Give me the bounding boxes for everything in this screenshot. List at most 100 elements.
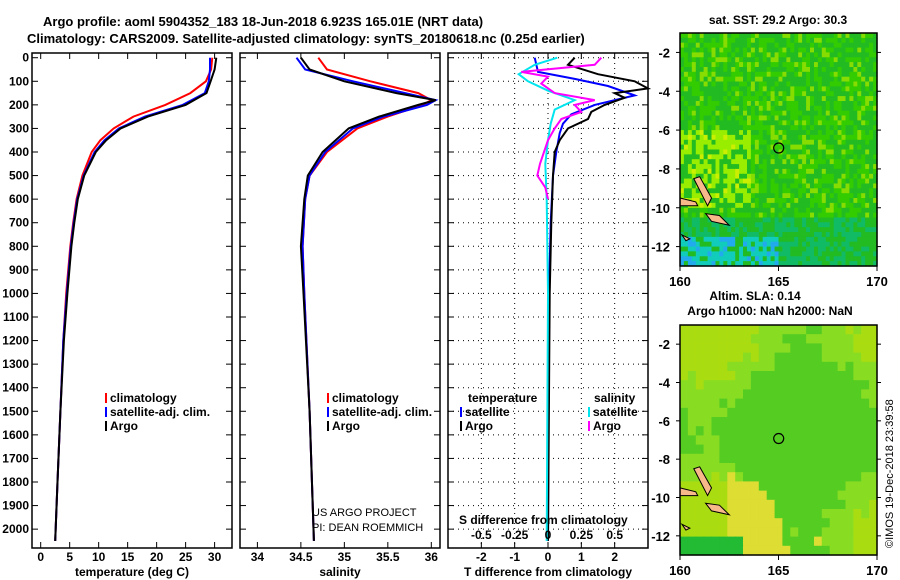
map-cell (691, 232, 697, 238)
map-cell (680, 518, 689, 528)
map-cell (687, 96, 693, 102)
map-cell (853, 125, 858, 131)
map-cell (861, 120, 866, 126)
map-cell (735, 101, 740, 107)
map-cell (683, 251, 689, 257)
map-cell (695, 343, 705, 354)
map-cell (707, 202, 713, 209)
map-cell (731, 241, 736, 248)
map-cell (711, 71, 716, 78)
map-cell (680, 173, 685, 180)
map-cell (750, 67, 756, 73)
map-cell (715, 246, 720, 253)
map-cell (845, 426, 854, 436)
map-cell (837, 57, 843, 63)
map-cell (719, 261, 724, 267)
map-cell (821, 134, 827, 141)
x-tick-label: 5 (66, 550, 73, 564)
map-cell (853, 52, 858, 58)
map-cell (853, 380, 862, 390)
map-cell (873, 139, 878, 146)
map-cell (750, 435, 760, 446)
map-cell (869, 352, 878, 363)
map-cell (814, 198, 819, 204)
map-cell (806, 453, 815, 464)
map-cell (747, 96, 752, 102)
map-cell (735, 545, 744, 556)
map-cell (794, 188, 799, 194)
map-cell (739, 130, 744, 136)
map-cell (695, 398, 705, 409)
map-cell (739, 149, 744, 155)
map-cell (719, 173, 724, 180)
y-tick-label: 1300 (2, 357, 29, 371)
map-cell (754, 149, 760, 155)
map-cell (680, 168, 685, 175)
map-cell (703, 144, 709, 151)
map-cell (687, 52, 693, 58)
map-cell (849, 207, 854, 214)
map-cell (810, 246, 815, 253)
map-cell (699, 139, 705, 146)
map-cell (683, 125, 689, 131)
map-cell (747, 227, 752, 233)
map-cell (735, 76, 740, 83)
map-cell (814, 232, 819, 238)
map-cell (857, 110, 862, 117)
map-cell (707, 62, 713, 68)
map-cell (849, 91, 854, 97)
map-cell (719, 246, 724, 253)
map-cell (837, 81, 843, 87)
map-cell (869, 144, 874, 151)
map-cell (857, 81, 862, 87)
map-cell (821, 545, 831, 556)
x-tick-label: 34 (251, 550, 265, 564)
map-cell (778, 193, 783, 199)
map-cell (770, 130, 776, 136)
map-cell (849, 96, 854, 102)
map-cell (825, 33, 831, 39)
map-cell (774, 91, 780, 97)
map-cell (766, 193, 772, 199)
map-cell (731, 227, 736, 233)
map-cell (731, 71, 736, 78)
map-cell (841, 164, 846, 170)
map-cell (719, 518, 728, 528)
map-cell (798, 33, 803, 39)
map-cell (774, 256, 780, 262)
map-cell (798, 256, 803, 262)
map-cell (711, 120, 716, 126)
map-cell (845, 198, 850, 204)
island-landmass (680, 233, 691, 242)
map-cell (869, 222, 874, 228)
map-cell (687, 361, 697, 372)
map-cell (691, 96, 697, 102)
map-cell (857, 222, 862, 228)
map-cell (743, 407, 752, 418)
map-cell (869, 110, 874, 117)
map-cell (806, 444, 815, 455)
map-cell (703, 217, 709, 223)
map-cell (735, 246, 740, 253)
map-cell (853, 398, 862, 409)
map-cell (810, 207, 815, 214)
map-cell (845, 173, 850, 180)
map-cell (825, 47, 831, 54)
map-cell (719, 472, 728, 482)
map-cell (743, 389, 752, 400)
map-cell (837, 334, 847, 344)
map-cell (814, 42, 819, 49)
map-cell (719, 463, 728, 473)
map-cell (865, 57, 870, 63)
map-cell (707, 96, 713, 102)
map-cell (680, 361, 689, 372)
map-cell (723, 202, 728, 209)
map-cell (806, 144, 811, 151)
map-cell (849, 52, 854, 58)
map-cell (687, 101, 693, 107)
map-cell (715, 130, 720, 136)
map-cell (735, 125, 740, 131)
map-cell (821, 188, 827, 194)
map-cell (853, 202, 858, 209)
map-cell (821, 76, 827, 83)
